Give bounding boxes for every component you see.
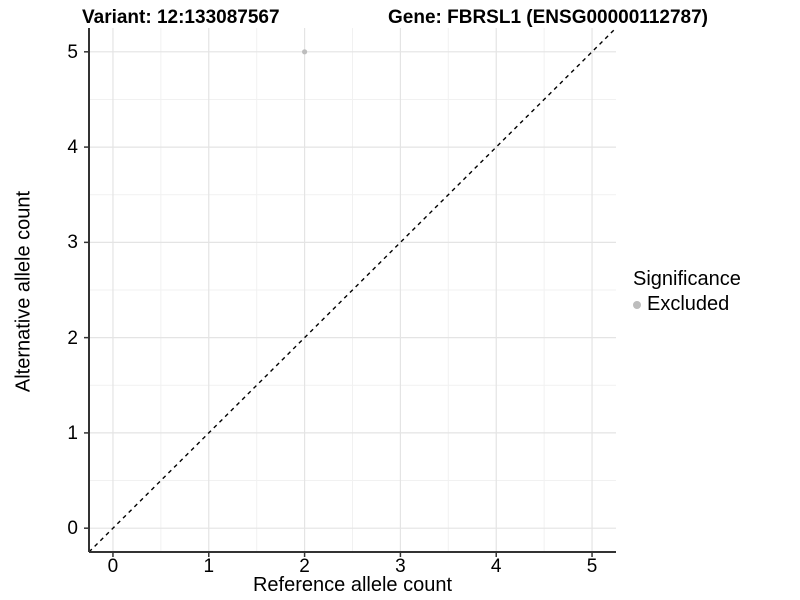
- y-tick-label: 4: [67, 137, 78, 159]
- legend: Significance Excluded: [633, 268, 741, 316]
- plot-title-gene: Gene: FBRSL1 (ENSG00000112787): [388, 7, 708, 28]
- y-tick-label: 1: [67, 422, 78, 444]
- identity-line: [88, 27, 617, 553]
- legend-item-label: Excluded: [647, 293, 730, 315]
- x-tick-label: 2: [299, 556, 310, 577]
- x-axis-label: Reference allele count: [252, 574, 452, 596]
- data-point: [301, 49, 308, 55]
- y-tick-label: 5: [67, 41, 78, 63]
- x-tick-label: 1: [203, 556, 215, 577]
- legend-item-excluded: Excluded: [633, 293, 741, 316]
- legend-title: Significance: [633, 268, 741, 290]
- y-tick-label: 2: [67, 327, 78, 349]
- plot-title-variant: Variant: 12:133087567: [82, 7, 280, 28]
- y-axis-label: Alternative allele count: [12, 190, 35, 393]
- y-tick-label: 3: [67, 232, 78, 254]
- legend-key-dot: [633, 300, 641, 309]
- x-tick-label: 0: [107, 556, 119, 577]
- x-tick-label: 4: [490, 556, 502, 577]
- x-tick-label: 3: [395, 556, 406, 577]
- x-tick-label: 5: [586, 556, 598, 577]
- y-tick-label: 0: [67, 518, 78, 540]
